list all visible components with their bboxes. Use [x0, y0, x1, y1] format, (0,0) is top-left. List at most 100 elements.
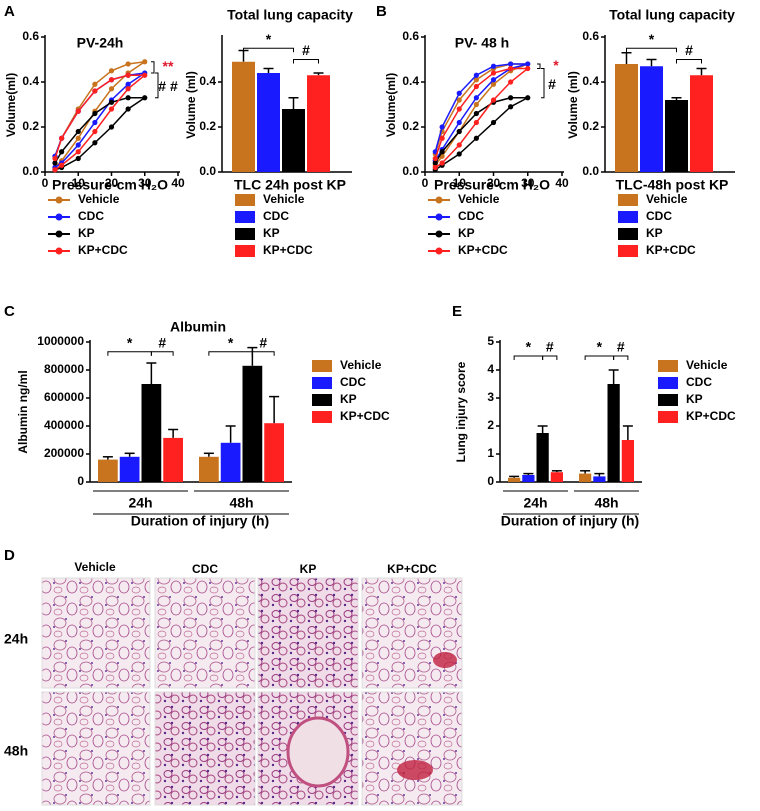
pv-point	[108, 86, 115, 92]
legend-label: KP+CDC	[340, 409, 390, 423]
pv-point	[108, 68, 115, 74]
legend-label: Vehicle	[458, 192, 500, 206]
annotation: #	[302, 42, 310, 58]
pv-point	[92, 110, 98, 117]
x-tick-label: 24h	[128, 495, 152, 511]
pv-point	[92, 128, 98, 135]
pv-point	[473, 72, 479, 78]
pv-point	[59, 149, 65, 155]
bar	[232, 61, 255, 172]
legend-label: Vehicle	[646, 192, 688, 206]
legend-swatch	[618, 245, 638, 257]
bracket	[251, 351, 275, 356]
pv-point	[490, 119, 497, 126]
y-tick-label: 600000	[44, 390, 84, 404]
pv-point	[508, 104, 514, 110]
x-axis-label: Pressure-cm H₂O	[52, 177, 168, 193]
x-axis-label: TLC 24h post KP	[234, 177, 346, 193]
legend-marker	[435, 196, 443, 204]
annotation: *	[597, 339, 603, 355]
pv-point	[525, 65, 531, 72]
bar	[220, 442, 241, 482]
y-tick-label: 0.2	[199, 119, 216, 133]
pv-point	[52, 155, 58, 162]
pv-point	[456, 128, 462, 135]
pv-point	[108, 106, 115, 112]
legend-label: CDC	[340, 375, 366, 389]
histology-image	[361, 577, 463, 689]
legend-swatch	[312, 360, 332, 372]
y-axis-label: Volume (ml)	[184, 71, 198, 139]
panel-label: E	[452, 303, 462, 320]
pv-point	[92, 88, 98, 94]
bar	[522, 475, 535, 482]
pv-point	[473, 135, 479, 141]
x-tick-label: 40	[555, 176, 569, 190]
legend-label: Vehicle	[340, 358, 382, 372]
legend-label: CDC	[263, 209, 289, 223]
legend-swatch	[312, 377, 332, 389]
legend-marker	[435, 247, 443, 255]
pv-point	[75, 128, 81, 135]
pv-point	[490, 77, 497, 83]
pv-point	[490, 97, 497, 103]
bracket	[537, 63, 541, 69]
bracket	[151, 61, 155, 74]
legend-swatch	[658, 377, 678, 389]
x-tick-label: 48h	[594, 495, 618, 511]
bar	[163, 437, 183, 482]
legend-marker	[435, 230, 443, 238]
chart-title: PV- 48 h	[455, 35, 509, 51]
x-tick-label: 0	[422, 176, 429, 190]
legend-label: KP+CDC	[263, 243, 313, 257]
y-tick-label: 0.2	[22, 119, 39, 133]
pv-point	[432, 164, 438, 171]
chart-title: PV-24h	[77, 35, 124, 51]
pv-point	[59, 162, 65, 168]
y-tick-label: 0.0	[199, 164, 216, 178]
y-tick-label: 1	[487, 446, 494, 460]
column-label: KP	[300, 562, 317, 576]
y-tick-label: 2	[487, 418, 494, 432]
pv-point	[473, 95, 479, 101]
pv-point	[456, 97, 462, 103]
x-tick-label: 30	[521, 176, 535, 190]
chart-title: Total lung capacity	[609, 7, 735, 23]
legend-swatch	[658, 394, 678, 406]
legend-swatch	[618, 194, 638, 206]
pv-point	[432, 160, 438, 166]
y-tick-label: 0.6	[22, 29, 39, 43]
bracket	[676, 59, 702, 64]
histology-image	[257, 577, 359, 689]
pv-point	[508, 79, 514, 85]
legend-swatch	[618, 211, 638, 223]
y-tick-label: 0.0	[22, 164, 39, 178]
pv-point	[508, 95, 514, 101]
pv-point	[456, 90, 462, 96]
pv-point	[75, 135, 81, 141]
annotation: # #	[158, 78, 178, 94]
annotation: #	[158, 335, 166, 351]
legend-label: KP	[458, 226, 475, 240]
pv-point	[75, 149, 81, 155]
pv-point	[92, 119, 98, 126]
y-tick-label: 0.2	[402, 119, 419, 133]
pv-point	[52, 167, 58, 173]
histology-image	[41, 691, 151, 806]
legend-marker	[55, 247, 63, 255]
y-tick-label: 0.0	[402, 164, 419, 178]
legend-swatch	[312, 394, 332, 406]
legend-marker	[55, 213, 63, 221]
pv-point	[490, 70, 497, 76]
legend-label: CDC	[78, 209, 104, 223]
pv-point	[432, 155, 438, 162]
row-label: 24h	[4, 631, 28, 647]
legend-swatch	[658, 360, 678, 372]
column-label: Vehicle	[74, 560, 116, 574]
y-tick-label: 200000	[44, 446, 84, 460]
histology-image	[154, 691, 256, 806]
bracket	[155, 72, 159, 99]
bar	[508, 477, 521, 482]
pv-point	[456, 106, 462, 112]
